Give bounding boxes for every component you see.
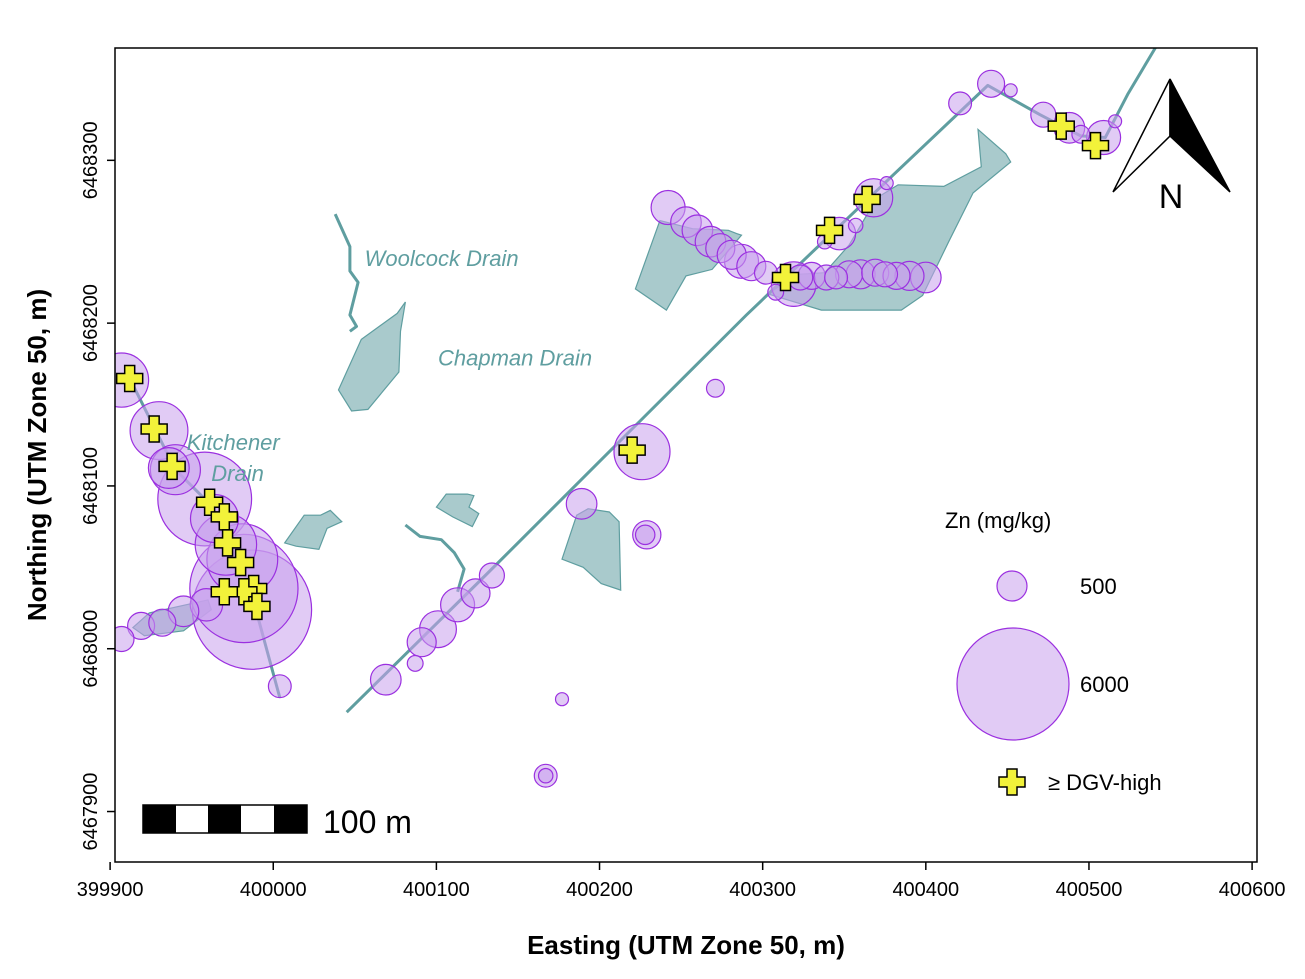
legend-cross-marker [998,768,1026,796]
zn-sample-bubble [148,608,177,637]
scale-bar-label: 100 m [323,804,412,840]
zn-sample-bubble [267,674,292,699]
zn-sample-bubble [1071,124,1091,144]
north-arrow-label: N [1159,178,1184,216]
y-axis-ticks: 6467900 6468000 6468100 6468200 6468300 [80,121,115,850]
dgv-high-cross [210,578,239,606]
scale-bar-segment-5 [274,805,307,833]
legend-label-6000: 6000 [1080,672,1129,697]
drain-label: Kitchener [187,430,282,455]
legend-bubble-6000 [956,627,1070,741]
x-tick-label: 399900 [77,879,144,901]
x-axis-ticks: 399900 400000 400100 400200 400300 400400 4005… [77,862,1286,901]
zn-sample-bubble [1107,114,1123,129]
scale-bar-segment-3 [208,805,241,833]
zn-sample-bubble [554,692,570,707]
x-tick-label: 400200 [566,879,633,901]
zn-sample-bubble [478,562,505,589]
water-body [283,509,343,551]
dgv-high-cross [115,364,144,393]
legend-bubble-500 [996,570,1028,602]
drain-label: Woolcock Drain [365,246,519,271]
x-tick-label: 400000 [240,879,307,901]
y-axis-title: Northing (UTM Zone 50, m) [22,289,52,621]
zn-sample-bubble [1003,83,1018,98]
zn-sample-bubble [406,654,424,672]
x-tick-label: 400300 [729,879,796,901]
zn-sample-bubble [705,378,725,398]
north-arrow-right-half [1169,78,1231,193]
dgv-high-cross [243,592,271,621]
x-tick-label: 400600 [1219,879,1286,901]
water-body [337,301,406,412]
zn-sample-bubble [824,265,849,290]
scale-bar-segment-1 [143,805,176,833]
x-tick-label: 400400 [892,879,959,901]
y-tick-label: 6467900 [80,773,102,851]
zn-sample-bubble [847,217,864,234]
dgv-high-cross [771,263,800,292]
scale-bar: 100 m [142,804,412,840]
dgv-high-cross [158,452,186,481]
y-tick-label: 6468100 [80,447,102,525]
zn-sample-bubble [565,487,598,520]
y-tick-label: 6468300 [80,121,102,199]
zn-sample-bubble [460,578,491,609]
zn-sample-bubble [871,261,899,288]
zn-sample-bubble [767,283,785,301]
zn-sample-bubble [634,524,656,546]
plot-panel-border [114,47,1258,863]
dgv-high-markers [115,112,1110,621]
dgv-high-cross [213,529,242,557]
water-body [435,493,480,528]
legend: Zn (mg/kg) 500 6000 ≥ DGV-high [945,508,1162,796]
dgv-high-cross [815,216,844,245]
legend-title: Zn (mg/kg) [945,508,1051,533]
zn-sample-bubble [115,625,135,653]
legend-label-500: 500 [1080,574,1117,599]
drain-label: Drain [211,461,264,486]
zn-sample-bubble [537,767,554,784]
dgv-high-cross [140,415,168,443]
dgv-high-cross [853,185,881,214]
zn-sample-bubble [948,91,973,116]
legend-label-dgv-high: ≥ DGV-high [1048,770,1162,795]
y-tick-label: 6468000 [80,610,102,688]
north-arrow: N [1112,78,1231,216]
zn-sample-bubble [369,663,402,696]
dgv-high-cross [618,436,646,464]
y-tick-label: 6468200 [80,284,102,362]
dgv-high-cross [1081,131,1110,160]
x-tick-label: 400500 [1056,879,1123,901]
zn-sample-bubble [879,176,894,191]
zn-sample-bubble [406,627,437,658]
dgv-high-cross [1047,112,1075,140]
drain-line [333,213,360,333]
water-body [766,127,1012,311]
x-axis-title: Easting (UTM Zone 50, m) [527,930,845,960]
x-tick-label: 400100 [403,879,470,901]
drain-labels: Woolcock Drain Chapman Drain Kitchener Drai… [187,246,592,486]
drain-line [404,523,466,593]
drain-label: Chapman Drain [438,346,592,371]
zn-sample-bubble [976,69,1006,98]
dgv-high-cross [226,548,255,577]
